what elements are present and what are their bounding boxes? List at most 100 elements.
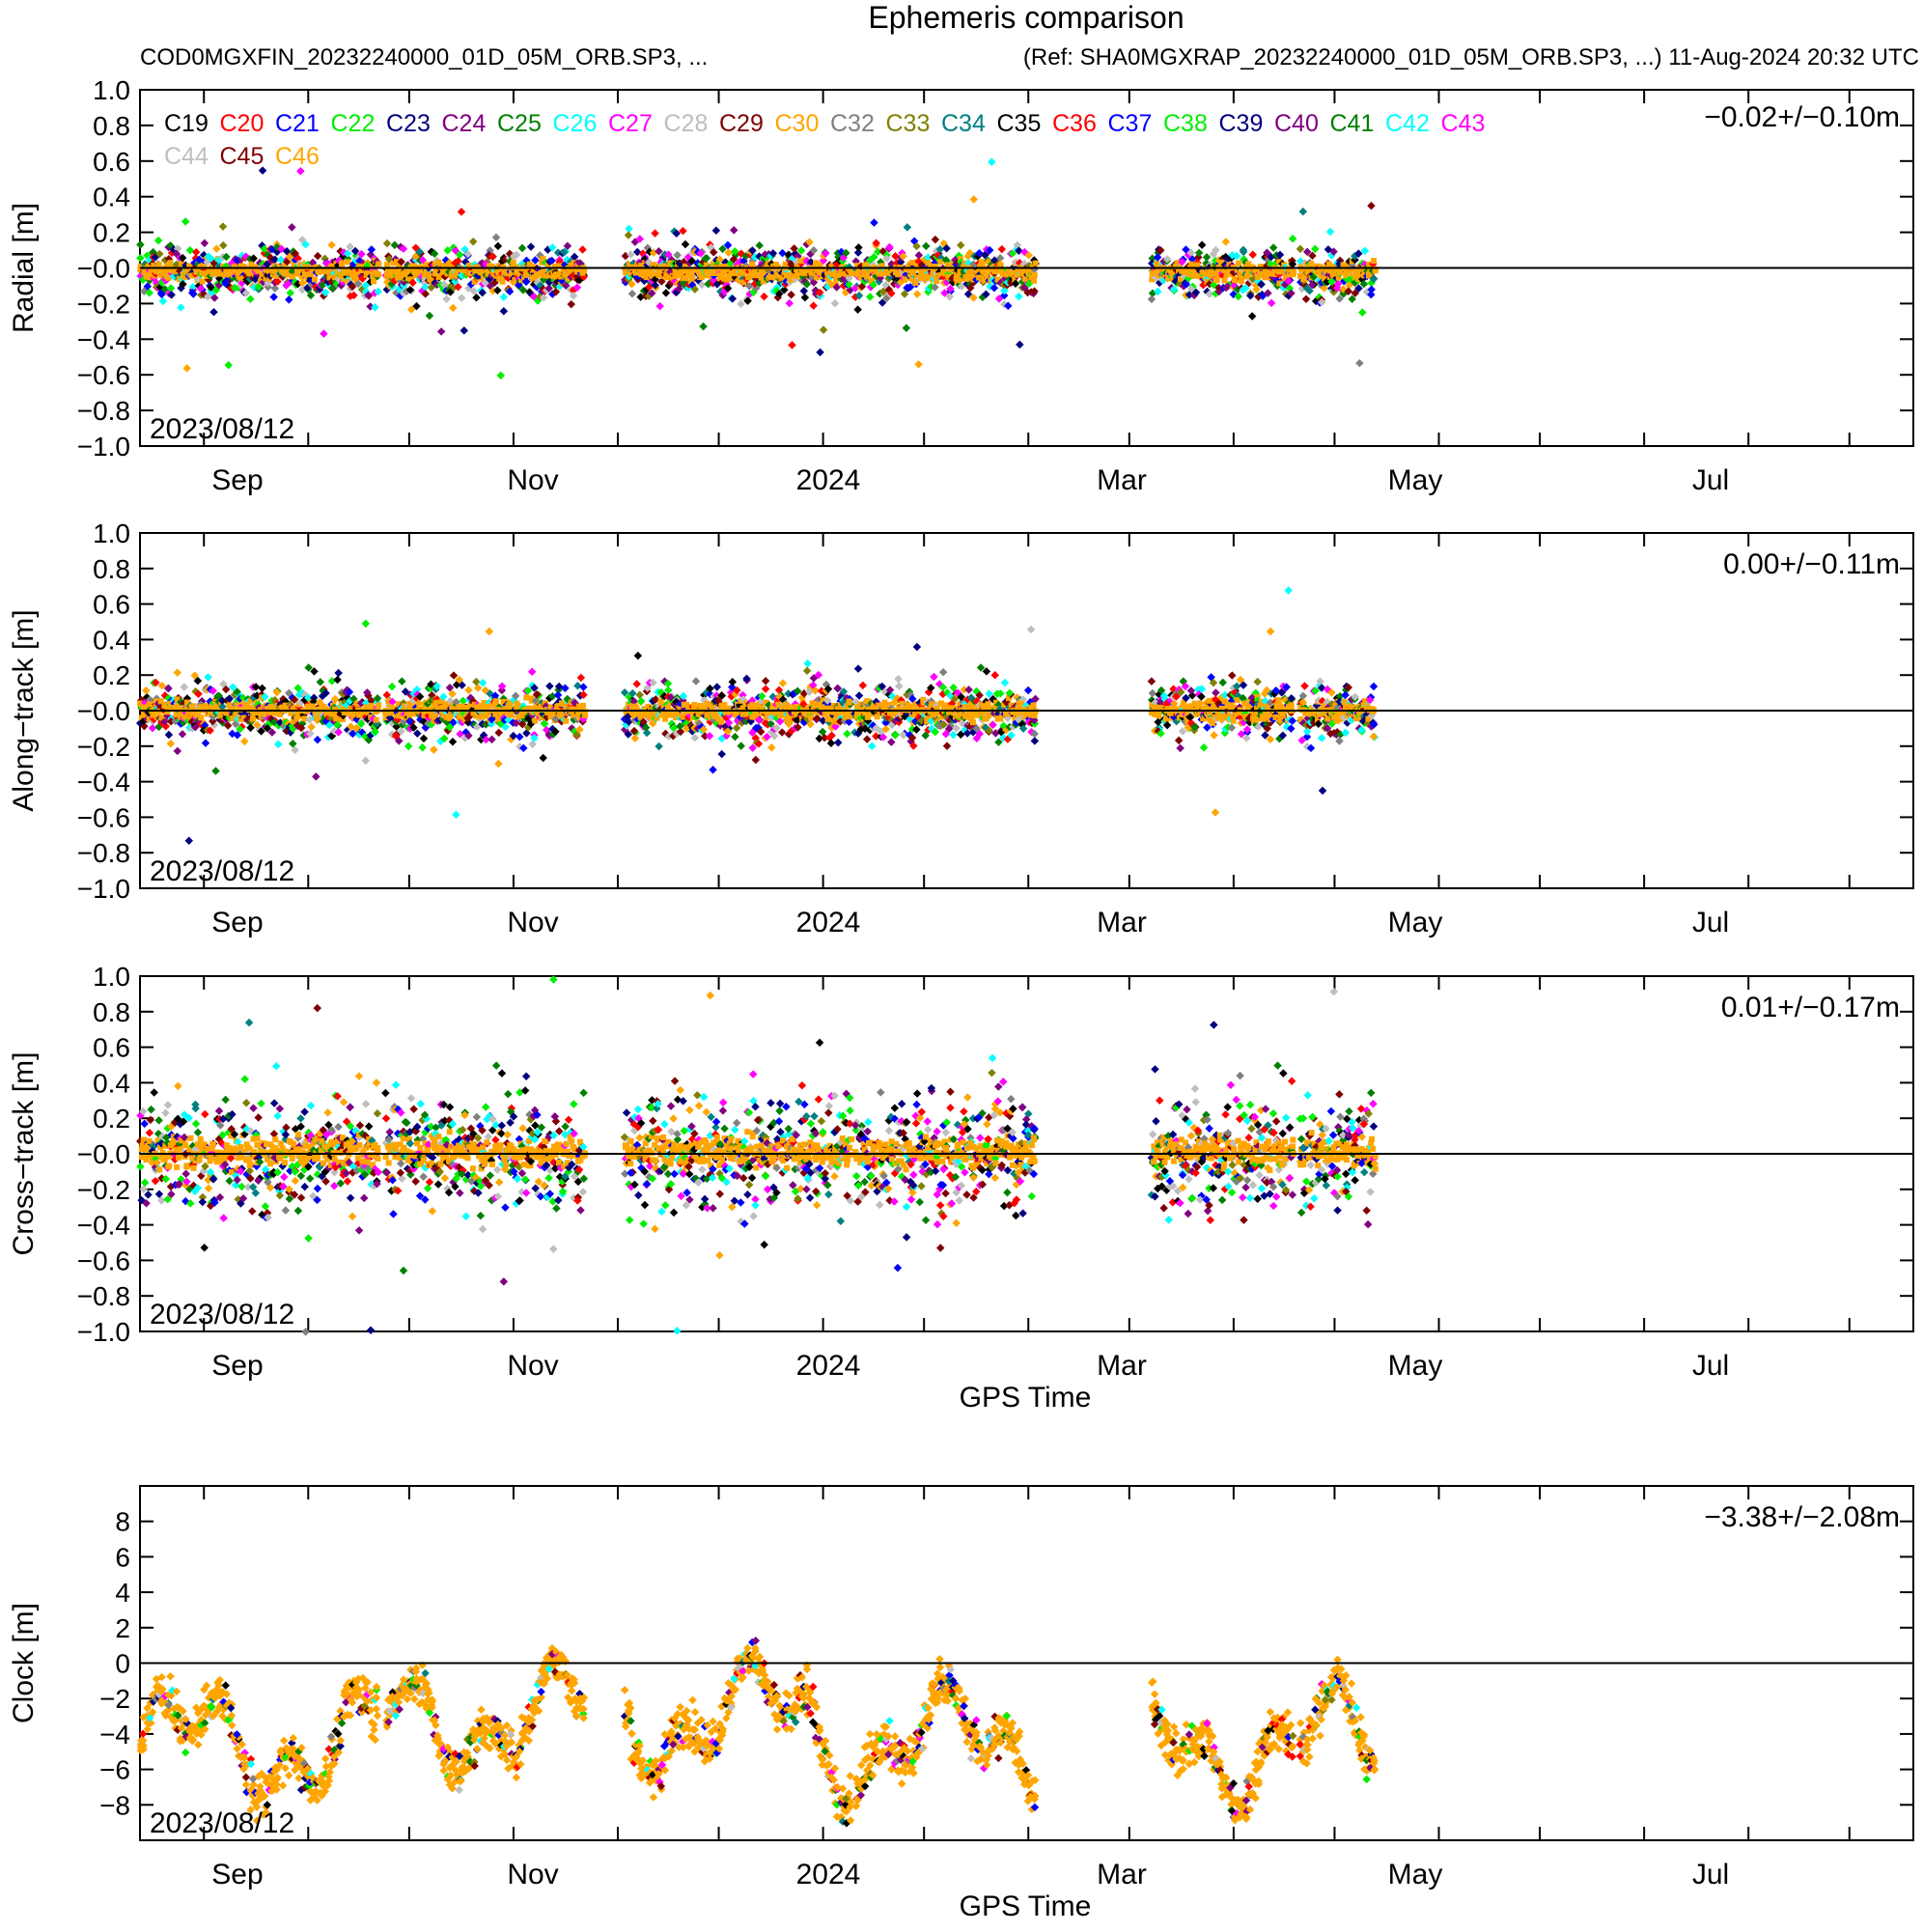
data-point xyxy=(496,371,506,380)
y-axis-label: Along−track [m] xyxy=(8,609,40,811)
data-point xyxy=(285,295,293,304)
data-point xyxy=(361,756,371,766)
data-point xyxy=(688,274,695,281)
data-point xyxy=(218,222,228,231)
data-point xyxy=(320,329,328,338)
data-point xyxy=(561,684,570,692)
data-point xyxy=(816,348,824,357)
data-point xyxy=(983,271,989,278)
data-point xyxy=(711,226,721,236)
data-point xyxy=(404,742,413,751)
data-point xyxy=(785,298,794,308)
data-point xyxy=(539,753,547,763)
data-point xyxy=(382,238,392,248)
data-point xyxy=(853,664,863,673)
data-point xyxy=(938,667,948,677)
data-point xyxy=(376,261,382,267)
data-point xyxy=(848,269,854,276)
data-point xyxy=(731,732,739,742)
data-point xyxy=(153,236,163,245)
data-point xyxy=(291,745,299,755)
data-point xyxy=(1367,201,1376,210)
data-point xyxy=(237,267,243,274)
x-tick-label: Nov xyxy=(507,907,558,938)
data-point xyxy=(691,677,701,686)
data-point xyxy=(333,675,342,685)
data-point xyxy=(912,642,922,652)
x-tick-label: Nov xyxy=(507,464,558,496)
x-tick-label: 2024 xyxy=(796,907,861,938)
data-point xyxy=(788,341,796,350)
x-tick-label: 2024 xyxy=(796,464,861,496)
data-point xyxy=(361,619,371,629)
data-point xyxy=(1221,277,1228,284)
data-point xyxy=(808,714,815,721)
y-tick-label: −0.0 xyxy=(77,696,130,726)
data-point xyxy=(457,208,466,216)
data-point xyxy=(912,279,919,286)
chart-subtitle-right: (Ref: SHA0MGXRAP_20232240000_01D_05M_ORB… xyxy=(1022,44,1919,70)
data-point xyxy=(737,742,745,750)
data-point xyxy=(209,270,216,277)
data-point xyxy=(1325,261,1332,267)
data-point xyxy=(464,686,473,694)
stat-label-radial: −0.02+/−0.10m xyxy=(1704,101,1900,133)
data-point xyxy=(142,686,151,695)
data-point xyxy=(184,836,194,846)
data-point xyxy=(492,698,499,705)
data-point xyxy=(164,730,174,740)
data-point xyxy=(137,266,144,273)
data-point xyxy=(1300,276,1307,283)
data-point xyxy=(168,266,175,273)
data-point xyxy=(398,677,406,686)
data-point xyxy=(802,666,812,675)
data-point xyxy=(200,238,209,248)
data-point xyxy=(258,684,266,693)
data-point xyxy=(567,299,575,309)
data-point xyxy=(188,283,198,292)
y-tick-label: −1.0 xyxy=(77,874,130,904)
x-tick-label: May xyxy=(1388,907,1443,938)
data-point xyxy=(237,274,243,281)
y-tick-label: 0.4 xyxy=(93,182,130,212)
y-tick-label: 0.6 xyxy=(93,590,130,620)
y-tick-label: 0.8 xyxy=(93,111,130,141)
data-point xyxy=(624,231,633,239)
data-point xyxy=(540,719,549,728)
data-point xyxy=(651,229,659,238)
data-point xyxy=(499,293,508,301)
data-point xyxy=(231,264,237,270)
data-point xyxy=(527,667,537,677)
data-point xyxy=(367,245,376,254)
data-point xyxy=(488,735,496,744)
data-point xyxy=(313,251,322,261)
data-point xyxy=(761,685,770,693)
data-point xyxy=(895,682,904,690)
data-point xyxy=(635,690,644,700)
data-point xyxy=(894,675,903,684)
data-point xyxy=(803,659,812,668)
data-point xyxy=(868,742,877,751)
data-point xyxy=(155,262,162,268)
data-point xyxy=(573,682,582,690)
data-point xyxy=(767,743,776,752)
x-tick-label: Jul xyxy=(1692,464,1729,496)
data-point xyxy=(167,291,176,299)
data-point xyxy=(751,755,761,765)
data-point xyxy=(457,294,466,302)
data-point xyxy=(854,243,863,252)
data-point xyxy=(528,740,537,748)
data-point xyxy=(286,289,295,297)
data-point xyxy=(1289,268,1296,275)
data-point xyxy=(198,264,205,270)
data-point xyxy=(545,682,554,690)
data-point xyxy=(1248,250,1257,260)
data-point xyxy=(988,157,996,166)
data-point xyxy=(579,683,588,691)
data-point xyxy=(334,668,343,678)
data-point xyxy=(494,706,501,713)
data-point xyxy=(934,277,940,284)
data-point xyxy=(210,294,219,302)
data-point xyxy=(760,292,768,301)
y-tick-label: 0.2 xyxy=(93,660,130,690)
